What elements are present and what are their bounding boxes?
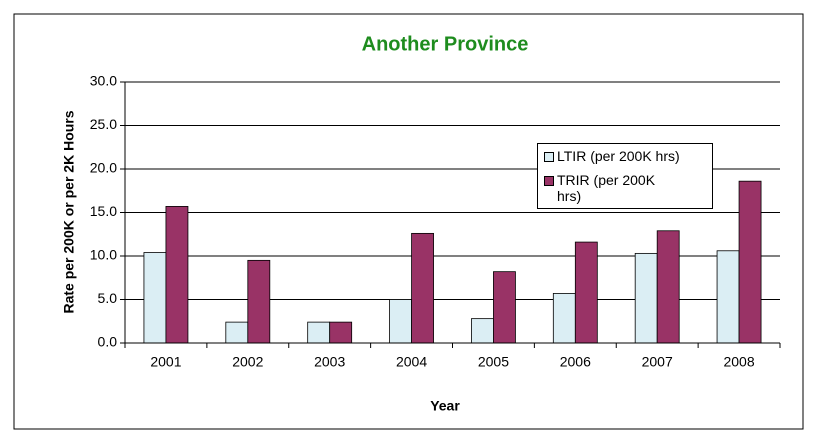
chart-frame xyxy=(13,13,804,430)
y-tick-label: 20.0 xyxy=(90,160,117,176)
chart-title: Another Province xyxy=(362,33,529,55)
legend: LTIR (per 200K hrs) TRIR (per 200K hrs) xyxy=(537,143,713,209)
y-tick-label: 15.0 xyxy=(90,203,117,219)
bar xyxy=(493,271,516,344)
x-axis-label: Year xyxy=(430,398,460,414)
bar xyxy=(716,250,740,344)
y-tick-label: 0.0 xyxy=(98,334,118,350)
x-tick-label: 2007 xyxy=(642,354,673,370)
legend-item: TRIR (per 200K hrs) xyxy=(542,172,708,204)
legend-label: TRIR (per 200K hrs) xyxy=(557,172,656,204)
bar xyxy=(656,230,680,344)
legend-swatch xyxy=(544,152,554,162)
bar xyxy=(552,293,576,344)
x-tick-label: 2004 xyxy=(396,354,427,370)
bar xyxy=(165,206,189,344)
x-tick-label: 2006 xyxy=(560,354,591,370)
bar xyxy=(247,259,271,344)
bar xyxy=(143,252,167,344)
y-axis-label: Rate per 200K or per 2K Hours xyxy=(61,110,77,313)
bar xyxy=(225,321,249,344)
bar xyxy=(307,321,331,344)
x-tick-label: 2008 xyxy=(723,354,754,370)
bar xyxy=(329,321,353,344)
legend-item: LTIR (per 200K hrs) xyxy=(542,148,708,164)
bar xyxy=(389,299,412,344)
x-tick-label: 2005 xyxy=(478,354,509,370)
bar xyxy=(411,232,434,344)
x-tick-label: 2002 xyxy=(232,354,263,370)
x-tick-label: 2003 xyxy=(314,354,345,370)
y-tick-label: 5.0 xyxy=(98,290,118,306)
bar xyxy=(574,241,598,344)
y-tick-label: 25.0 xyxy=(90,116,117,132)
x-tick-label: 2001 xyxy=(150,354,181,370)
legend-swatch xyxy=(544,176,554,186)
y-tick-label: 30.0 xyxy=(90,73,117,89)
bar xyxy=(471,318,494,344)
bar xyxy=(738,180,762,344)
bar xyxy=(634,252,658,344)
legend-label: LTIR (per 200K hrs) xyxy=(557,148,680,164)
y-tick-label: 10.0 xyxy=(90,247,117,263)
